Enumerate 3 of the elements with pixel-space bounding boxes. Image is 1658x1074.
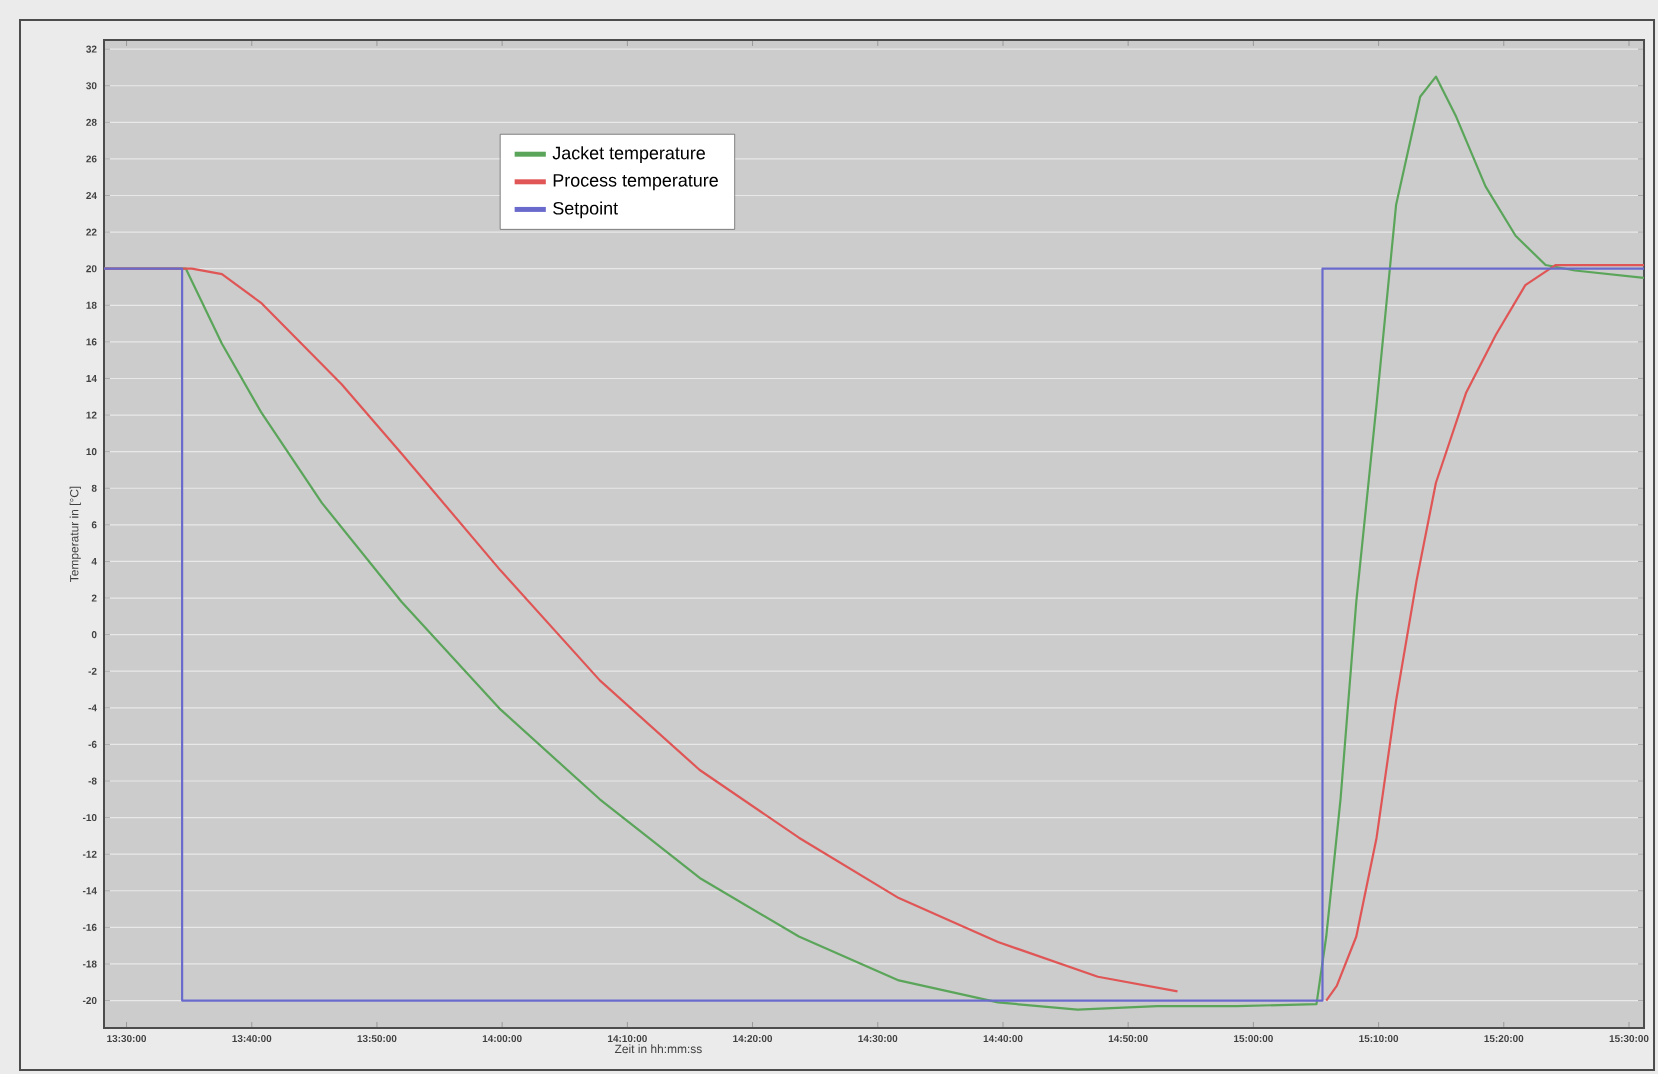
legend-label: Jacket temperature [552,146,705,163]
legend-label: Process temperature [553,174,718,191]
legend-label: Setpoint [553,201,618,219]
